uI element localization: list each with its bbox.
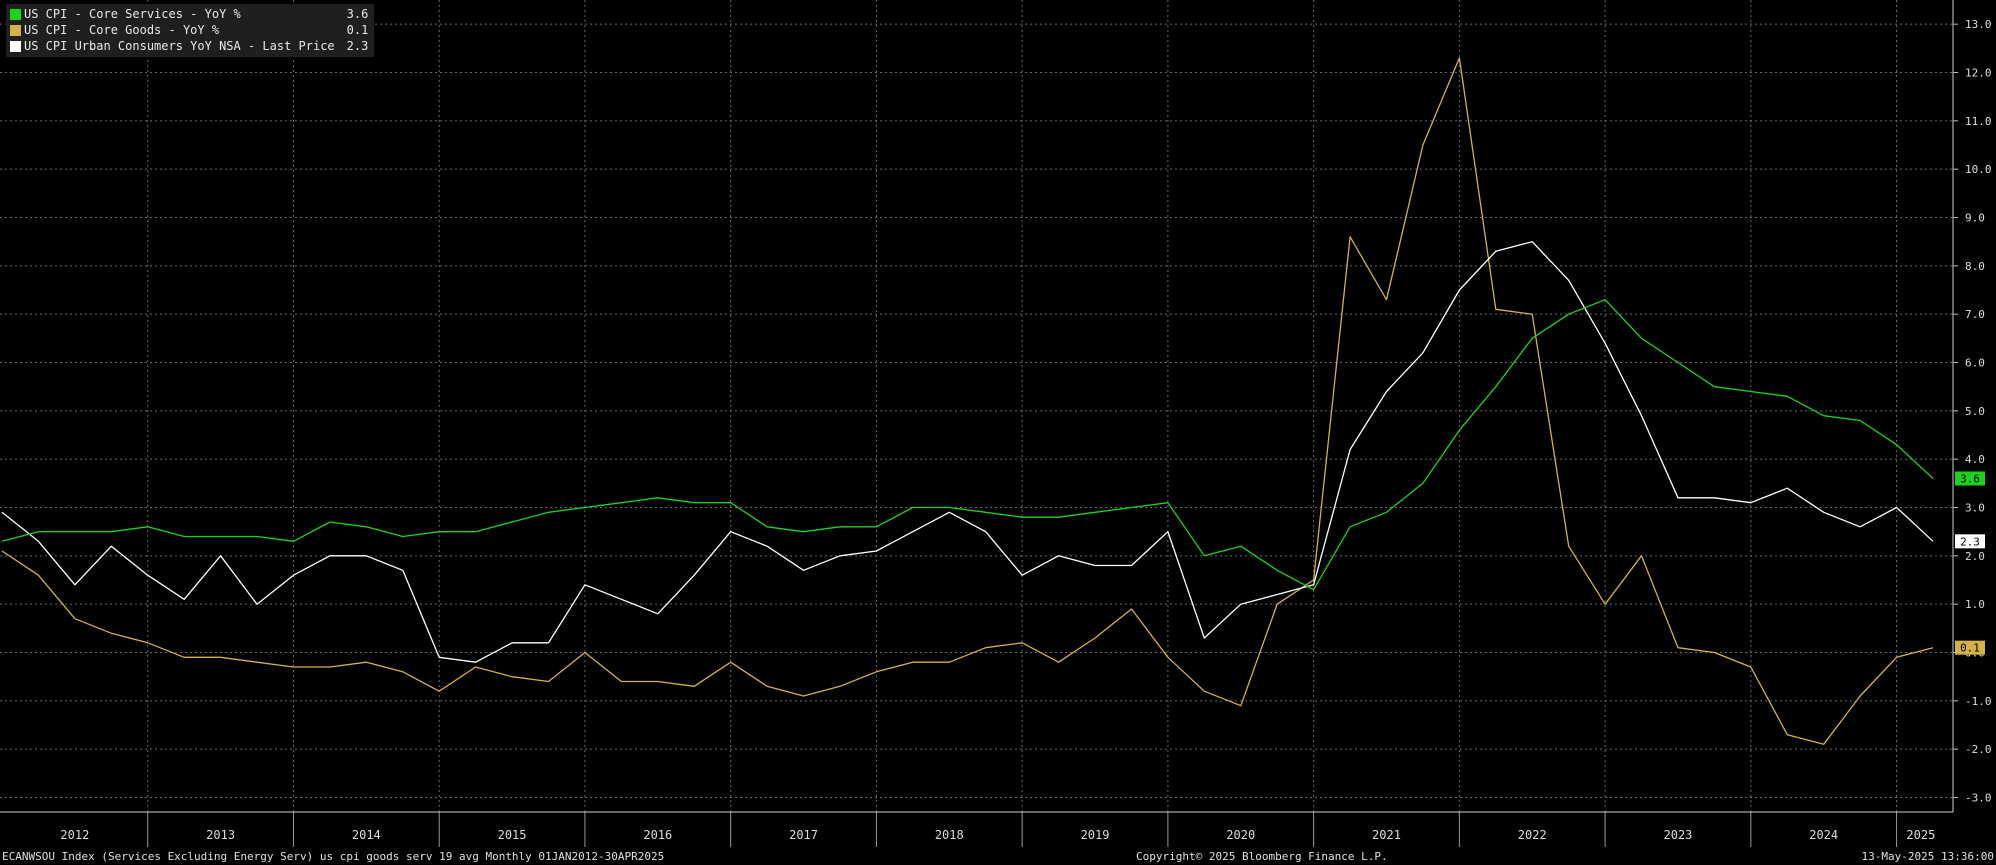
footer-timestamp: 13-May-2025 13:36:00 [1861,850,1994,863]
footer-copyright: Copyright© 2025 Bloomberg Finance L.P. [1136,850,1388,863]
series-line-2 [1,241,1934,663]
legend-value: 0.1 [346,23,369,37]
x-tick-label: 2018 [935,828,964,842]
y-tick-label: -2.0 [1965,743,1992,756]
y-tick-label: 5.0 [1965,405,1985,418]
y-tick-label: 11.0 [1965,115,1992,128]
legend: US CPI - Core Services - YoY % 3.6 US CP… [6,4,375,57]
legend-entry-core-services: US CPI - Core Services - YoY % 3.6 [10,6,368,22]
grid-lines [0,0,1953,812]
footer-source: ECANWSOU Index (Services Excluding Energ… [2,850,665,863]
legend-entry-cpi-urban: US CPI Urban Consumers YoY NSA - Last Pr… [10,38,368,54]
legend-entry-core-goods: US CPI - Core Goods - YoY % 0.1 [10,22,368,38]
series-line-0 [1,299,1934,591]
y-tick-label: 6.0 [1965,357,1985,370]
last-value-labels: 3.6 0.1 2.3 [1955,471,1985,655]
y-tick-label: 2.0 [1965,550,1985,563]
x-tick-label: 2019 [1081,828,1110,842]
x-tick-label: 2020 [1226,828,1255,842]
legend-value: 3.6 [346,7,369,21]
legend-swatch-core-goods [10,24,21,36]
y-tick-label: 8.0 [1965,260,1985,273]
axes: 13.0 12.0 11.0 10.0 9.0 8.0 7.0 6.0 5.0 4.0 3.0 2.0… [0,0,1992,847]
legend-label: US CPI - Core Services - YoY % [24,7,241,21]
series-layer [1,57,1934,745]
legend-label: US CPI Urban Consumers YoY NSA - Last Pr… [24,39,335,53]
last-value-label: 3.6 [1960,473,1980,486]
x-tick-label: 2017 [789,828,818,842]
legend-swatch-core-services [10,8,21,20]
x-tick-label: 2015 [498,828,527,842]
y-tick-label: 4.0 [1965,453,1985,466]
x-tick-label: 2016 [643,828,672,842]
last-value-box [1955,534,1985,549]
series-line-1 [1,57,1934,745]
y-tick-label: 3.0 [1965,502,1985,515]
x-tick-label: 2022 [1518,828,1547,842]
last-value-box [1955,471,1985,486]
y-tick-label: 10.0 [1965,163,1992,176]
x-tick-label: 2025 [1906,828,1935,842]
x-tick-label: 2012 [60,828,89,842]
y-tick-label: -3.0 [1965,792,1992,805]
y-tick-label: -1.0 [1965,695,1992,708]
y-tick-label: 7.0 [1965,308,1985,321]
x-tick-label: 2013 [206,828,235,842]
last-value-label: 0.1 [1960,642,1980,655]
x-tick-label: 2024 [1809,828,1838,842]
legend-swatch-cpi-urban [10,40,21,52]
legend-label: US CPI - Core Goods - YoY % [24,23,220,37]
x-tick-label: 2014 [352,828,381,842]
last-value-box [1955,640,1985,655]
y-tick-label: 9.0 [1965,212,1985,225]
last-value-label: 2.3 [1960,535,1980,548]
y-tick-label: 13.0 [1965,18,1992,31]
y-tick-label: 12.0 [1965,67,1992,80]
x-tick-label: 2023 [1664,828,1693,842]
x-tick-label: 2021 [1372,828,1401,842]
y-tick-label: 1.0 [1965,598,1985,611]
legend-value: 2.3 [346,39,369,53]
